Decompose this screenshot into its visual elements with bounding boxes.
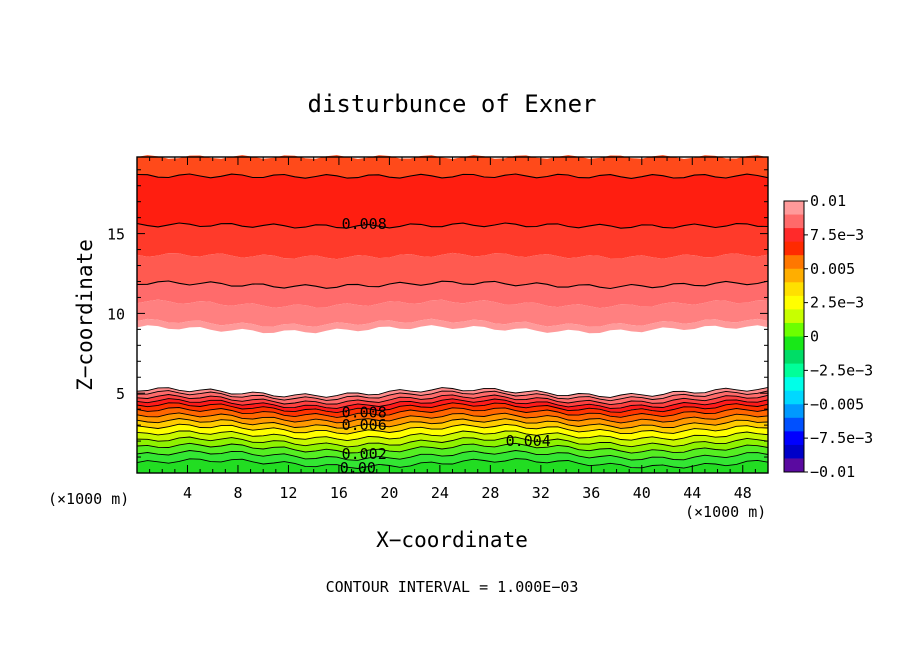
contour-band	[137, 252, 768, 289]
chart-title: disturbunce of Exner	[308, 90, 597, 118]
y-axis-label: Z−coordinate	[73, 239, 97, 391]
contour-label: 0.008	[342, 215, 387, 233]
contour-line	[136, 402, 769, 414]
colorbar-swatch	[784, 336, 804, 351]
x-tick-label: 28	[481, 484, 499, 502]
colorbar-swatch	[784, 390, 804, 405]
contour-line	[136, 458, 769, 469]
colorbar-label: −0.005	[810, 395, 864, 413]
contour-line	[136, 280, 769, 290]
y-tick-label: 15	[107, 226, 125, 244]
colorbar-swatch	[784, 417, 804, 432]
contour-band	[137, 402, 768, 417]
contour-band	[137, 281, 768, 309]
contour-label: 0.004	[506, 432, 551, 450]
contour-label: 0.006	[342, 416, 387, 434]
contour-band	[137, 299, 768, 327]
y-tick-label: 5	[116, 385, 125, 403]
colorbar-label: −2.5e−3	[810, 361, 873, 379]
contour-line	[136, 173, 769, 179]
colorbar-swatch	[784, 377, 804, 392]
x-tick-label: 16	[330, 484, 348, 502]
colorbar-swatch	[784, 404, 804, 419]
contour-band	[137, 412, 768, 429]
y-tick-label: 10	[107, 305, 125, 323]
contour-line	[136, 412, 769, 424]
contour-label: 0.008	[342, 403, 387, 421]
contour-band	[137, 458, 768, 473]
colorbar-label: 0	[810, 328, 819, 346]
colorbar-label: 2.5e−3	[810, 294, 864, 312]
colorbar-swatch	[784, 295, 804, 310]
contour-band	[137, 174, 768, 229]
contour-line	[136, 450, 769, 461]
x-tick-label: 40	[633, 484, 651, 502]
x-tick-label: 20	[380, 484, 398, 502]
colorbar-label: −7.5e−3	[810, 429, 873, 447]
contour-band	[137, 430, 768, 447]
contour-band	[137, 450, 768, 469]
colorbar-label: −0.01	[810, 463, 855, 481]
contour-line	[136, 418, 769, 429]
contour-line	[136, 442, 769, 454]
x-tick-label: 12	[279, 484, 297, 502]
colorbar-swatch	[784, 431, 804, 446]
contour-line	[136, 390, 769, 402]
colorbar-swatch	[784, 241, 804, 256]
contour-line	[136, 386, 769, 398]
colorbar: 0.01 7.5e−3 0.005 2.5e−3 0 −2.5e−3 −0.005 −7.5e…	[783, 192, 873, 481]
contour-line	[136, 222, 769, 229]
colorbar-swatch	[784, 228, 804, 243]
x-tick-label: 24	[431, 484, 449, 502]
x-tick-label: 48	[734, 484, 752, 502]
contour-line	[136, 436, 769, 448]
colorbar-label: 0.01	[810, 192, 846, 210]
contour-line	[136, 423, 769, 435]
x-tick-label: 8	[233, 484, 242, 502]
contour-label: 0.00	[340, 459, 376, 477]
colorbar-label: 0.005	[810, 260, 855, 278]
y-unit-label: (×1000 m)	[48, 490, 129, 508]
x-tick-label: 4	[183, 484, 192, 502]
contour-band	[137, 407, 768, 423]
colorbar-swatch	[784, 363, 804, 378]
x-tick-label: 36	[582, 484, 600, 502]
colorbar-swatch	[784, 444, 804, 459]
contour-line	[136, 398, 769, 409]
contour-line	[136, 407, 769, 418]
contour-label: 0.002	[342, 445, 387, 463]
contour-band	[137, 437, 768, 453]
colorbar-label: 7.5e−3	[810, 226, 864, 244]
contour-band	[137, 387, 768, 401]
x-tick-label: 32	[532, 484, 550, 502]
colorbar-swatch	[784, 255, 804, 270]
contour-band	[137, 155, 768, 179]
colorbar-swatch	[784, 201, 804, 216]
contour-line-layer	[136, 173, 769, 469]
contour-band	[137, 398, 768, 413]
contour-line	[136, 430, 769, 442]
x-tick-label: 44	[683, 484, 701, 502]
colorbar-swatch	[784, 268, 804, 283]
colorbar-swatch	[784, 322, 804, 337]
contour-band	[137, 223, 768, 260]
colorbar-swatch	[784, 282, 804, 297]
x-axis-label: X−coordinate	[376, 528, 528, 552]
x-unit-label: (×1000 m)	[685, 503, 766, 521]
colorbar-swatch	[784, 350, 804, 365]
colorbar-swatch	[784, 309, 804, 324]
colorbar-swatch	[784, 214, 804, 229]
plot-fill-layer	[137, 155, 768, 473]
colorbar-swatch	[784, 458, 804, 473]
contour-interval-text: CONTOUR INTERVAL = 1.000E−03	[326, 578, 579, 596]
contour-line	[136, 394, 769, 406]
contour-band	[137, 318, 768, 334]
